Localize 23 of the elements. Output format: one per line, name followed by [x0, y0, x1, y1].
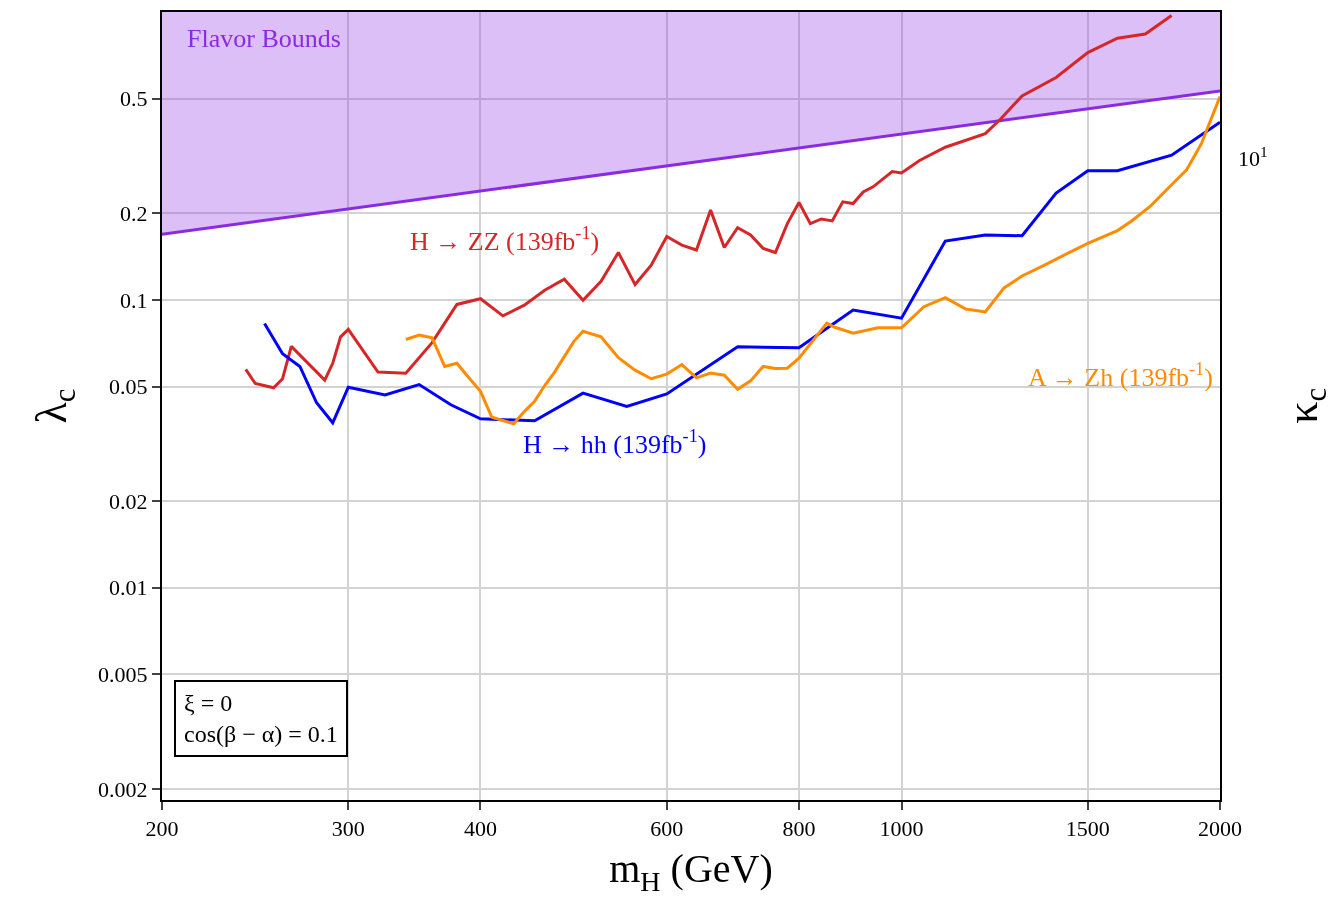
y-tick-label: 0.005	[98, 662, 148, 688]
text: Flavor Bounds	[187, 24, 341, 53]
x-tick-label: 1000	[879, 816, 924, 842]
x-tick-label: 800	[782, 816, 816, 842]
x-tick-label: 300	[331, 816, 365, 842]
y-tick-label: 0.05	[109, 374, 148, 400]
x-tick-label: 1500	[1065, 816, 1110, 842]
x-tick-label: 2000	[1198, 816, 1242, 842]
series-label: H → ZZ (139fb$^{-1}$)	[410, 223, 600, 256]
x-tick-label: 400	[463, 816, 497, 842]
text: A → Zh (139fb$^{-1}$)	[1028, 359, 1213, 392]
x-tick-label: 200	[145, 816, 179, 842]
x-tick-label: 600	[650, 816, 684, 842]
y-tick-label: 0.01	[109, 575, 148, 601]
x-axis-title: m$_{H}$ (GeV)	[609, 846, 773, 897]
y-tick-label: 0.5	[120, 86, 148, 112]
y-tick-label: 0.1	[120, 287, 148, 313]
y-tick-label: 0.02	[109, 488, 148, 514]
text: 10$^{1}$	[1238, 143, 1268, 172]
y-tick-label: 0.002	[98, 776, 148, 802]
series-label: H → hh (139fb$^{-1}$)	[523, 426, 707, 459]
annotation: ξ = 0 cos(β − α) = 0.1	[184, 690, 338, 748]
y-tick-label: 0.2	[120, 200, 148, 226]
